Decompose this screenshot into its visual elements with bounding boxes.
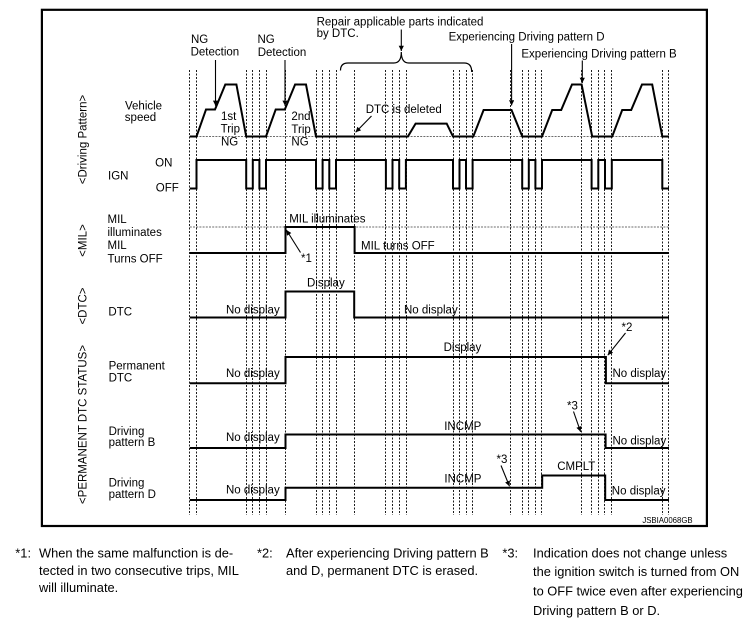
svg-text:tected in two consecutive trip: tected in two consecutive trips, MIL — [39, 563, 239, 578]
svg-text:No display: No display — [613, 435, 667, 447]
svg-text:MIL illuminates: MIL illuminates — [289, 214, 366, 226]
svg-text:Experiencing Driving pattern D: Experiencing Driving pattern D — [449, 32, 605, 44]
svg-text:NG: NG — [291, 137, 308, 149]
svg-text:DTC: DTC — [108, 307, 132, 319]
svg-text:No display: No display — [404, 305, 458, 317]
svg-text:Display: Display — [307, 278, 345, 290]
svg-text:INCMP: INCMP — [444, 473, 481, 485]
svg-text:Display: Display — [444, 342, 482, 354]
svg-text:Detection: Detection — [258, 47, 307, 59]
svg-text:to OFF twice even after experi: to OFF twice even after experiencing — [533, 584, 743, 599]
svg-text:Driving: Driving — [109, 426, 145, 438]
svg-text:Trip: Trip — [221, 124, 240, 136]
svg-text:When the same malfunction is d: When the same malfunction is de- — [39, 546, 233, 561]
svg-text:*2:: *2: — [257, 546, 273, 561]
svg-text:Turns OFF: Turns OFF — [108, 253, 163, 265]
svg-text:MIL turns OFF: MIL turns OFF — [361, 240, 435, 252]
svg-text:<MIL>: <MIL> — [78, 224, 90, 257]
svg-text:*3: *3 — [497, 454, 508, 466]
svg-text:CMPLT: CMPLT — [557, 461, 595, 473]
svg-text:speed: speed — [125, 112, 156, 124]
svg-text:2nd: 2nd — [291, 111, 310, 123]
svg-text:MIL: MIL — [108, 240, 128, 252]
svg-text:Vehicle: Vehicle — [125, 100, 162, 112]
svg-text:Driving pattern B or D.: Driving pattern B or D. — [533, 603, 660, 618]
svg-text:and D, permanent DTC is erased: and D, permanent DTC is erased. — [286, 563, 478, 578]
svg-text:Detection: Detection — [191, 47, 240, 59]
svg-text:pattern D: pattern D — [109, 489, 156, 501]
svg-text:NG: NG — [191, 34, 208, 46]
svg-text:will illuminate.: will illuminate. — [38, 580, 118, 595]
svg-text:pattern B: pattern B — [109, 437, 156, 449]
svg-text:*1: *1 — [301, 253, 312, 265]
svg-text:*2: *2 — [622, 322, 633, 334]
svg-text:by DTC.: by DTC. — [317, 28, 359, 40]
svg-text:No display: No display — [226, 485, 280, 497]
svg-text:After experiencing Driving pat: After experiencing Driving pattern B — [286, 546, 489, 561]
svg-text:MIL: MIL — [108, 214, 128, 226]
svg-text:1st: 1st — [221, 111, 237, 123]
svg-text:*3:: *3: — [502, 546, 518, 561]
svg-text:No display: No display — [226, 368, 280, 380]
svg-text:<Driving Pattern>: <Driving Pattern> — [78, 94, 90, 184]
svg-text:*3: *3 — [567, 401, 578, 413]
svg-text:NG: NG — [221, 136, 238, 148]
svg-text:INCMP: INCMP — [444, 421, 481, 433]
svg-text:the ignition switch is turned: the ignition switch is turned from ON — [533, 564, 739, 579]
svg-text:Permanent: Permanent — [109, 361, 166, 373]
svg-text:Trip: Trip — [291, 124, 310, 136]
svg-text:*1:: *1: — [15, 546, 31, 561]
svg-text:<PERMANENT DTC STATUS>: <PERMANENT DTC STATUS> — [78, 345, 90, 504]
svg-text:NG: NG — [258, 34, 275, 46]
svg-text:illuminates: illuminates — [108, 227, 163, 239]
svg-text:No display: No display — [612, 486, 666, 498]
svg-text:<DTC>: <DTC> — [78, 287, 90, 324]
svg-text:No display: No display — [226, 304, 280, 316]
svg-text:Experiencing Driving pattern B: Experiencing Driving pattern B — [521, 49, 677, 61]
svg-text:Repair applicable parts indica: Repair applicable parts indicated — [317, 17, 484, 29]
svg-text:DTC: DTC — [109, 373, 133, 385]
svg-text:IGN: IGN — [108, 171, 128, 183]
svg-text:ON: ON — [155, 157, 172, 169]
svg-text:Driving: Driving — [109, 478, 145, 490]
svg-text:OFF: OFF — [156, 182, 179, 194]
svg-text:No display: No display — [226, 432, 280, 444]
svg-text:No display: No display — [613, 368, 667, 380]
svg-text:Indication does not change unl: Indication does not change unless — [533, 546, 727, 561]
svg-text:JSBIA0068GB: JSBIA0068GB — [642, 516, 692, 525]
svg-text:DTC is deleted: DTC is deleted — [366, 104, 442, 116]
